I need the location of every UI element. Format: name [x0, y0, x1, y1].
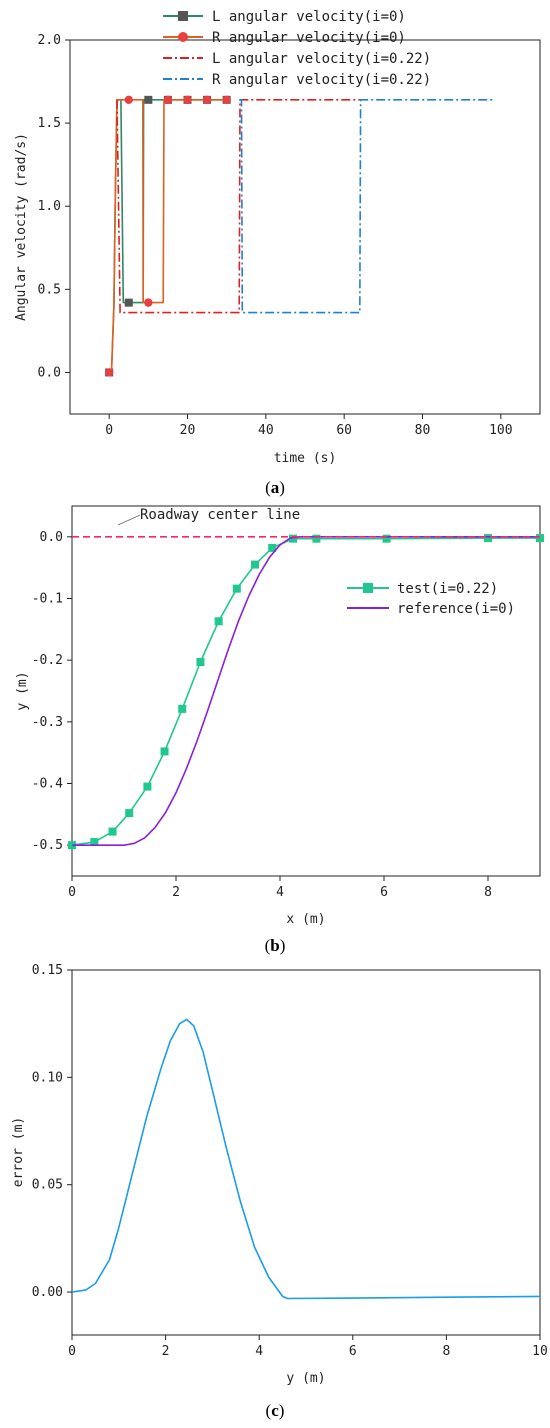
chart-b-legend: test(i=0.22) reference(i=0)	[347, 581, 515, 617]
series-marker-0	[124, 298, 133, 307]
chart-b-xlabel: x (m)	[286, 912, 325, 927]
chart-c-ticks: 0 2 4 6 8 10 0.00 0.05 0.10 0.15	[32, 963, 548, 1359]
chart-c-axes	[71, 969, 541, 1336]
series-marker-1	[104, 368, 114, 377]
chart-a-ticks: 0 20 40 60 80 100 0.0 0.5 1.0 1.5 2.0	[38, 33, 513, 438]
series-marker-0	[125, 809, 134, 818]
y-tick-label: -0.2	[32, 653, 63, 668]
roadway-annotation-leader	[117, 514, 141, 526]
x-tick-label: 80	[415, 423, 431, 438]
legend-label-l-i0: L angular velocity(i=0)	[212, 9, 406, 25]
series-marker-0	[484, 534, 492, 543]
chart-a-plot	[104, 95, 493, 377]
chart-b-caption: (b)	[265, 936, 286, 955]
series-line-3	[239, 99, 493, 314]
x-tick-label: 10	[532, 1344, 548, 1359]
x-tick-label: 4	[276, 885, 284, 900]
chart-c-plot	[71, 1018, 541, 1300]
series-marker-0	[312, 534, 321, 543]
chart-a-legend: L angular velocity(i=0) R angular veloci…	[163, 9, 431, 88]
chart-a-caption: (a)	[265, 478, 285, 497]
chart-a-ylabel: Angular velocity (rad/s)	[14, 133, 29, 321]
y-tick-label: 0.0	[38, 365, 61, 380]
chart-c-caption: (c)	[266, 1401, 285, 1420]
series-marker-1	[124, 95, 133, 105]
series-marker-0	[214, 617, 223, 626]
series-marker-0	[268, 543, 277, 552]
series-marker-1	[144, 298, 153, 307]
legend-label-r-i022: R angular velocity(i=0.22)	[212, 72, 431, 88]
series-line-2	[116, 99, 360, 314]
x-tick-label: 20	[180, 423, 196, 438]
legend-marker-r-i0	[178, 32, 188, 42]
x-tick-label: 40	[258, 423, 274, 438]
x-tick-label: 0	[68, 1344, 76, 1359]
y-tick-label: -0.4	[32, 777, 63, 792]
legend-label-r-i0: R angular velocity(i=0)	[212, 30, 406, 46]
chart-a-xlabel: time (s)	[274, 451, 337, 466]
series-marker-0	[536, 534, 544, 543]
series-marker-0	[232, 584, 241, 593]
y-tick-label: 1.5	[38, 116, 61, 131]
series-marker-0	[251, 560, 260, 569]
x-tick-label: 4	[255, 1344, 263, 1359]
x-tick-label: 2	[172, 885, 180, 900]
series-marker-0	[382, 534, 391, 543]
chart-b-axes	[71, 505, 541, 877]
series-marker-0	[143, 782, 152, 791]
chart-c-ylabel: error (m)	[11, 1117, 26, 1187]
y-tick-label: -0.5	[32, 838, 63, 853]
chart-c-xlabel: y (m)	[286, 1371, 325, 1386]
series-marker-1	[222, 95, 231, 105]
series-marker-1	[202, 95, 212, 105]
chart-b-ylabel: y (m)	[15, 671, 30, 710]
y-tick-label: -0.1	[32, 592, 63, 607]
roadway-annotation-label: Roadway center line	[140, 507, 300, 523]
chart-a-axes	[69, 39, 541, 415]
chart-b: 0 2 4 6 8 0.0 -0.1 -0.2 -0.3 -0.4 -0.5 Roadway cen…	[15, 505, 544, 955]
x-tick-label: 60	[336, 423, 352, 438]
y-tick-label: 0.5	[38, 282, 61, 297]
x-tick-label: 8	[442, 1344, 450, 1359]
x-tick-label: 2	[162, 1344, 170, 1359]
y-tick-label: 1.0	[38, 199, 61, 214]
chart-b-plot	[68, 534, 544, 850]
y-tick-label: 0.15	[32, 963, 63, 978]
x-tick-label: 0	[105, 423, 113, 438]
legend-marker-l-i0	[178, 11, 188, 21]
chart-c: 0 2 4 6 8 100.000.050.100.15 y (m) error (m) …	[11, 963, 548, 1420]
legend-marker-test	[363, 583, 373, 593]
series-marker-0	[108, 827, 117, 836]
x-tick-label: 0	[68, 885, 76, 900]
series-line-1	[109, 99, 227, 374]
series-marker-1	[163, 95, 173, 105]
y-tick-label: 0.05	[32, 1178, 63, 1193]
series-marker-0	[160, 747, 169, 756]
y-tick-label: 0.0	[40, 530, 63, 545]
series-marker-1	[183, 95, 192, 105]
chart-a: 0 20 40 60 80 100 0.0 0.5 1.0 1.5 2.0 L angular ve…	[14, 9, 541, 497]
legend-label-l-i022: L angular velocity(i=0.22)	[212, 51, 431, 67]
series-marker-0	[289, 534, 297, 543]
y-tick-label: 2.0	[38, 33, 61, 48]
y-tick-label: -0.3	[32, 715, 63, 730]
y-tick-label: 0.10	[32, 1070, 63, 1085]
legend-label-test: test(i=0.22)	[397, 581, 498, 597]
chart-b-ticks: 0 2 4 6 8 0.0 -0.1 -0.2 -0.3 -0.4 -0.5	[32, 530, 492, 900]
series-marker-0	[90, 838, 99, 847]
series-marker-0	[178, 704, 187, 713]
legend-label-reference: reference(i=0)	[397, 601, 515, 617]
series-marker-0	[196, 658, 205, 667]
y-tick-label: 0.00	[32, 1285, 63, 1300]
x-tick-label: 6	[349, 1344, 357, 1359]
series-line-0	[109, 99, 227, 374]
series-marker-0	[144, 95, 153, 104]
x-tick-label: 8	[484, 885, 492, 900]
series-line-0	[71, 1018, 541, 1300]
x-tick-label: 6	[380, 885, 388, 900]
x-tick-label: 100	[489, 423, 512, 438]
